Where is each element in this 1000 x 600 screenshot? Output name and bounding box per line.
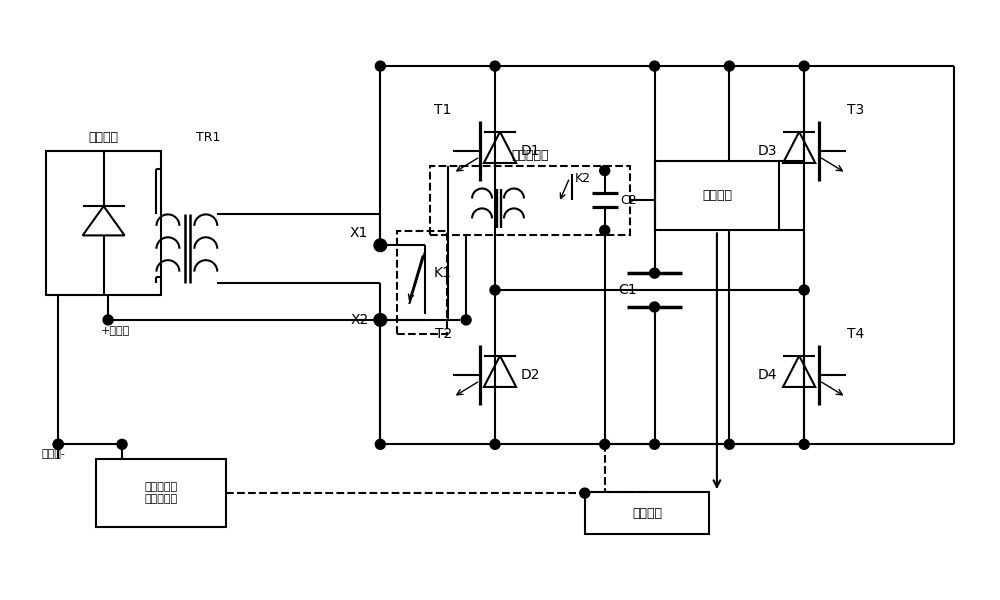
Text: C1: C1 [618,283,637,297]
Circle shape [490,439,500,449]
Text: 整流电路: 整流电路 [89,131,119,144]
Text: T3: T3 [847,103,865,117]
Text: +直流正: +直流正 [101,326,130,336]
Circle shape [375,240,385,250]
Circle shape [650,61,660,71]
Text: T4: T4 [847,327,865,341]
Text: T1: T1 [434,103,452,117]
Circle shape [53,439,63,449]
Circle shape [490,61,500,71]
Circle shape [799,61,809,71]
Circle shape [799,439,809,449]
Text: X2: X2 [350,313,368,327]
Text: D2: D2 [521,368,541,382]
Circle shape [374,239,386,251]
FancyBboxPatch shape [585,492,709,534]
Circle shape [117,439,127,449]
Text: 主驱动回路: 主驱动回路 [511,149,549,162]
Text: K1: K1 [433,266,451,280]
Circle shape [461,315,471,325]
Circle shape [374,314,386,326]
Circle shape [375,439,385,449]
Circle shape [375,61,385,71]
Circle shape [103,315,113,325]
FancyBboxPatch shape [46,151,161,295]
Text: D3: D3 [758,143,777,158]
Circle shape [490,285,500,295]
Text: 电源板卡: 电源板卡 [702,189,732,202]
Circle shape [375,315,385,325]
Text: D4: D4 [758,368,777,382]
Text: D1: D1 [521,143,541,158]
FancyBboxPatch shape [96,459,226,527]
FancyBboxPatch shape [655,161,779,230]
Circle shape [650,268,660,278]
Circle shape [375,315,385,325]
Circle shape [799,285,809,295]
Circle shape [724,439,734,449]
Text: 直流负-: 直流负- [41,449,65,460]
Text: 过压触发保
护控制模块: 过压触发保 护控制模块 [144,482,178,504]
Text: T2: T2 [435,327,452,341]
Circle shape [724,61,734,71]
Text: X1: X1 [350,226,368,241]
Text: 控制板卡: 控制板卡 [632,506,662,520]
Text: K2: K2 [575,172,591,185]
Circle shape [53,439,63,449]
Circle shape [600,439,610,449]
Text: C2: C2 [621,194,637,207]
Circle shape [580,488,590,498]
Circle shape [600,166,610,176]
Circle shape [600,226,610,235]
Text: TR1: TR1 [196,131,221,144]
Circle shape [650,439,660,449]
Circle shape [650,302,660,312]
